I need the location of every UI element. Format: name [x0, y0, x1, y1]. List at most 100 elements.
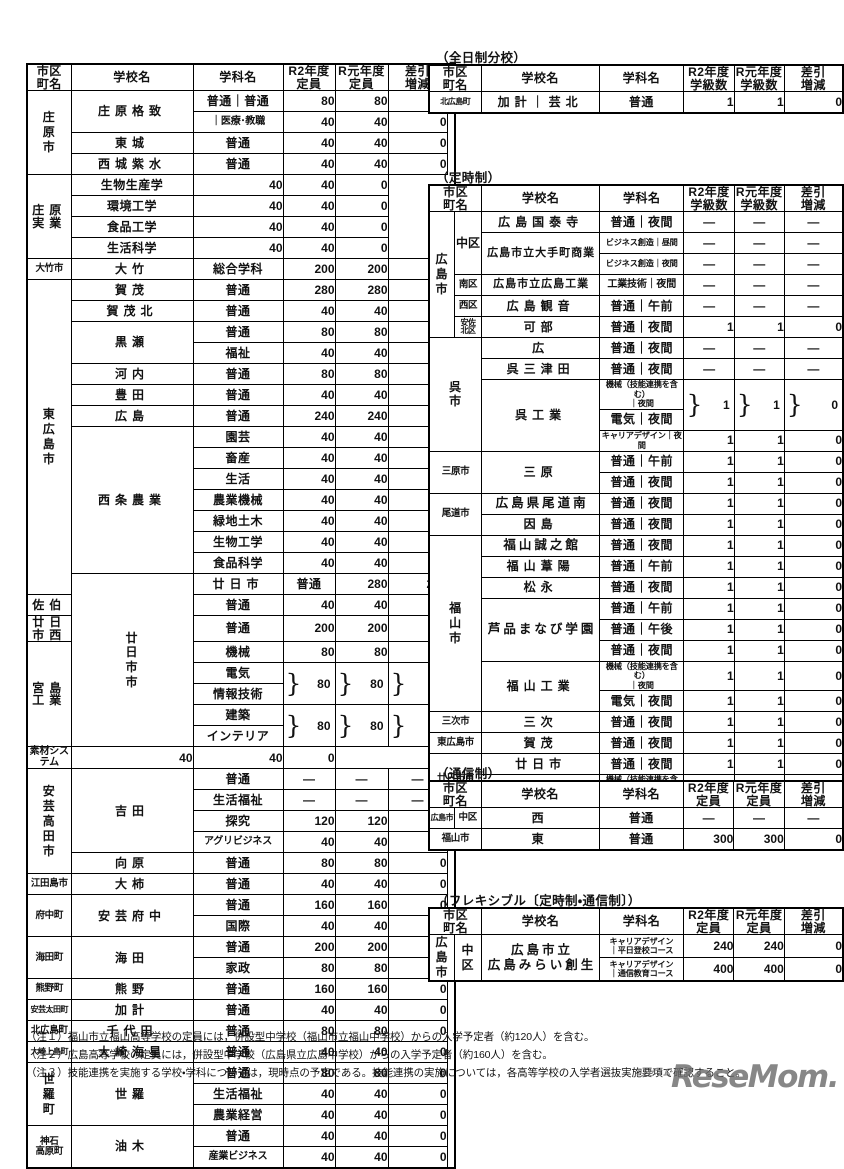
- r2-value: 1: [683, 471, 735, 494]
- col-dept: 学科名: [598, 780, 684, 809]
- r2-value: 80: [282, 1062, 336, 1085]
- city-cell: 庄 原 市: [26, 90, 72, 176]
- r2-value: 80: [282, 957, 336, 980]
- table-row: 福山工業 機械（技能連携を含む） ｜夜間 1 1 0: [429, 660, 844, 713]
- diff-value: 0: [387, 1125, 448, 1148]
- school-cell: 西条農業: [70, 426, 194, 575]
- col-r1-quota: R元年度 定員: [334, 63, 389, 92]
- dept-cell: 食品科学: [192, 552, 284, 575]
- dept-cell: 普通: [192, 1020, 284, 1043]
- branch-caption: （全日制分校）: [436, 51, 527, 65]
- r2-value: 80: [282, 1020, 336, 1043]
- table-row: 大竹市大竹総合学科2002000: [26, 258, 455, 281]
- r2-value: 200: [282, 936, 336, 959]
- r1-value: 240: [334, 405, 389, 428]
- dept-cell: 普通: [192, 300, 284, 323]
- table-header-row: 市区 町名 学校名 学科名 R2年度 学級数 R元年度 学級数 差引 増減: [428, 184, 844, 213]
- city-cell: 府中町: [26, 894, 72, 938]
- r1-value: 120: [334, 810, 389, 833]
- col-r2-classes: R2年度 学級数: [683, 64, 735, 93]
- dept-cell: 普通: [598, 828, 684, 851]
- dept-cell: 普通｜夜間: [598, 471, 685, 494]
- col-r1-quota: R元年度 定員: [733, 907, 785, 936]
- r2-value: 240: [282, 405, 336, 428]
- r1-value: 200: [334, 615, 389, 643]
- r1-value: 1: [733, 711, 785, 734]
- r2-value: 1: [683, 639, 735, 662]
- diff-value: 0: [783, 828, 844, 851]
- r1-value: 80: [334, 852, 389, 875]
- dept-cell: 生物工学: [192, 531, 284, 554]
- diff-value: 0: [783, 957, 844, 982]
- r1-value: 40: [334, 510, 389, 533]
- school-cell: 広島: [70, 405, 194, 428]
- r1-value: 240: [733, 934, 785, 959]
- r2-value: 40: [282, 111, 336, 134]
- col-r1-quota: R元年度 定員: [733, 780, 785, 809]
- r1-value: 40: [334, 594, 389, 617]
- r2-value: 40: [192, 216, 284, 239]
- table-row: 西区 広島観音 普通｜午前 — — —: [429, 295, 844, 318]
- school-cell: 河内: [70, 363, 194, 386]
- city-cell: 東広島市: [428, 732, 483, 755]
- diff-value: 0: [783, 492, 844, 515]
- dept-cell: 生活福祉: [192, 789, 284, 812]
- school-cell: 吉田: [70, 768, 194, 854]
- r1-value: 1: [733, 732, 785, 755]
- table-row: 呉三津田 普通｜夜間 — — —: [429, 358, 844, 381]
- table-row: 海田町海田普通2002000: [26, 936, 455, 980]
- dept-cell: 国際: [192, 915, 284, 938]
- r1-value: 1: [733, 660, 785, 692]
- diff-value: 0: [783, 934, 844, 959]
- dept-cell: 機械: [192, 641, 284, 664]
- dept-cell: 普通｜夜間: [598, 534, 685, 557]
- r2-value: 40: [282, 426, 336, 449]
- r2-value: —: [282, 768, 336, 791]
- r2-value: 1: [683, 753, 735, 776]
- diff-value: —: [783, 337, 844, 360]
- diff-value: —: [783, 274, 844, 297]
- table-row: 情報技術: [27, 683, 455, 706]
- school-cell: 海田: [70, 936, 194, 980]
- school-cell: 大柿: [70, 873, 194, 896]
- r2-value: 1: [683, 690, 735, 713]
- table-row: 生活福祉 40 40 0: [27, 1083, 455, 1106]
- table-row: 三原市 三原 普通｜午前 1 1 0: [428, 450, 844, 494]
- r2-value: 240: [683, 934, 735, 959]
- table-row: 東広島市 賀茂 普通｜夜間 1 1 0: [428, 732, 844, 755]
- r1-value: 80: [334, 641, 389, 664]
- r2-value: —: [683, 232, 735, 255]
- branch-body: 北広島町 加計｜芸北 普通 1 1 0: [428, 91, 844, 114]
- r2-value: 200: [282, 615, 336, 643]
- dept-cell: 普通｜午前: [598, 295, 685, 318]
- diff-value: —: [783, 232, 844, 255]
- table-row: 安 芸 高 田 市吉田 普通 — — —: [26, 768, 455, 875]
- r1-value: 40: [334, 531, 389, 554]
- table-row: 農業機械40400: [27, 489, 455, 512]
- school-cell: 広島観音: [481, 295, 600, 318]
- diff-value: 0: [783, 639, 844, 662]
- diff-value: 0: [387, 1083, 448, 1106]
- diff-value: 0: [783, 513, 844, 536]
- table-row: 福 山 市福山誠之館 普通｜夜間 1 1 0: [428, 534, 844, 713]
- r2-value: —: [683, 295, 735, 318]
- r2-value: —: [683, 211, 735, 234]
- diff-value: 0: [387, 999, 448, 1022]
- dept-cell: 普通: [598, 807, 684, 830]
- r1-value: 40: [192, 746, 284, 770]
- school-cell: 庄原格致: [70, 90, 194, 134]
- table-header-row: 市区 町名 学校名 学科名 R2年度 定員 R元年度 定員 差引 増減: [26, 63, 455, 92]
- table-row: 生活科学 40 40 0: [27, 237, 455, 260]
- school-cell: 広島市立 広島みらい創生: [481, 934, 600, 982]
- parttime-body: 広 島 市中区 広島国泰寺 普通｜夜間 — — — 広島市立大手町商業 ビジネス創造｜昼間 — —…: [428, 211, 844, 826]
- r1-value: 80: [334, 957, 389, 980]
- dept-cell: 産業ビジネス: [192, 1146, 284, 1169]
- table-row: 呉 市広普通｜夜間 — — —: [428, 337, 844, 452]
- dept-cell: ビジネス創造｜昼間: [598, 232, 685, 255]
- col-dept: 学科名: [598, 184, 685, 213]
- r1-value: 40: [334, 1146, 389, 1169]
- r1-value: —: [733, 295, 785, 318]
- r2-value: 40: [282, 999, 336, 1022]
- dept-cell: 普通｜普通: [192, 90, 284, 113]
- diff-value: 0: [387, 111, 448, 134]
